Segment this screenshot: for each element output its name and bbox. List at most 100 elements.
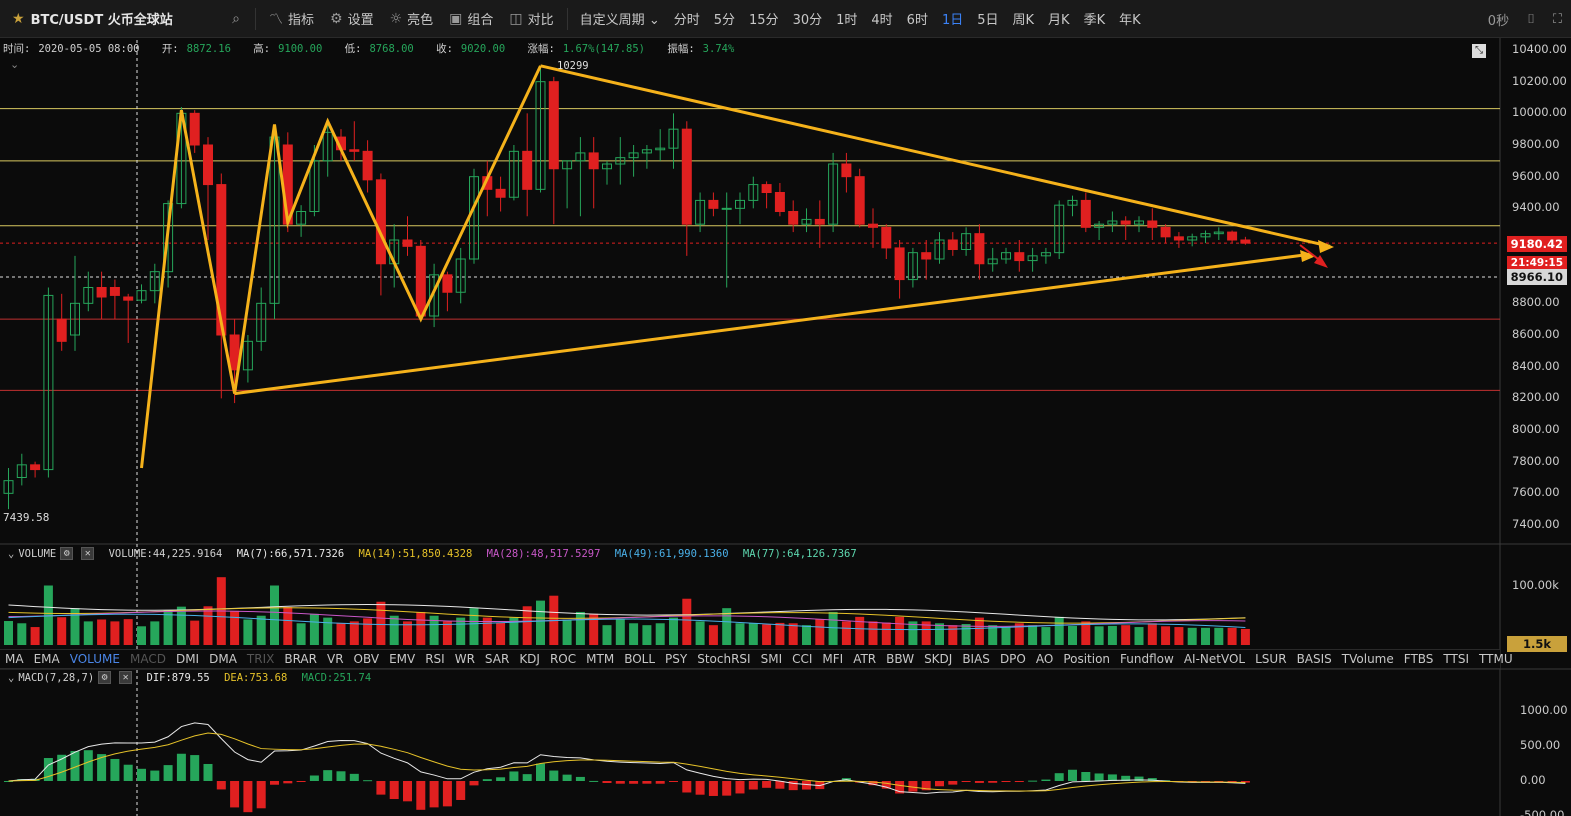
candle-body	[30, 464, 41, 471]
indicator-tab-22[interactable]: MFI	[822, 652, 844, 666]
period-tab-6[interactable]: 6时	[906, 13, 928, 28]
macd-histogram-bar	[1028, 780, 1038, 782]
indicator-tab-23[interactable]: ATR	[853, 652, 877, 666]
volume-ma77: MA(77):64,126.7367	[742, 547, 857, 560]
candle-body	[309, 160, 320, 212]
indicator-tab-34[interactable]: TVolume	[1341, 652, 1394, 666]
indicator-tab-28[interactable]: AO	[1035, 652, 1054, 666]
indicator-tab-19[interactable]: StochRSI	[697, 652, 751, 666]
indicator-tab-2[interactable]: VOLUME	[69, 652, 120, 666]
layout-button[interactable]: ▣ 组合	[441, 0, 501, 38]
candle-body	[203, 144, 213, 186]
period-tab-9[interactable]: 周K	[1012, 13, 1035, 28]
indicator-tab-11[interactable]: RSI	[425, 652, 445, 666]
indicator-button[interactable]: 〽指标	[261, 0, 322, 38]
macd-histogram-bar	[881, 781, 891, 789]
volume-bar	[243, 619, 253, 645]
indicator-tab-7[interactable]: BRAR	[284, 652, 317, 666]
indicator-tab-12[interactable]: WR	[454, 652, 475, 666]
macd-settings-icon[interactable]: ⚙	[98, 671, 112, 684]
custom-period-dropdown[interactable]: 自定义周期 ⌄	[573, 9, 667, 28]
macd-histogram-bar	[283, 781, 293, 784]
indicator-tab-35[interactable]: FTBS	[1403, 652, 1434, 666]
indicator-tab-25[interactable]: SKDJ	[924, 652, 953, 666]
indicator-tab-14[interactable]: KDJ	[519, 652, 540, 666]
theme-button[interactable]: ☼ 亮色	[382, 0, 442, 38]
indicator-tab-30[interactable]: Fundflow	[1120, 652, 1174, 666]
period-tab-3[interactable]: 30分	[792, 13, 823, 28]
indicator-tab-3[interactable]: MACD	[129, 652, 166, 666]
period-tab-2[interactable]: 15分	[749, 13, 779, 28]
indicator-tab-20[interactable]: SMI	[760, 652, 783, 666]
macd-histogram-bar	[349, 773, 359, 781]
search-icon[interactable]: ⌕	[232, 10, 240, 27]
indicator-tab-0[interactable]: MA	[5, 652, 24, 666]
favorite-star-icon[interactable]: ★	[12, 10, 25, 27]
indicator-tab-26[interactable]: BIAS	[962, 652, 990, 666]
period-tab-1[interactable]: 5分	[713, 13, 736, 28]
indicator-tab-17[interactable]: BOLL	[624, 652, 656, 666]
collapse-volume-icon[interactable]: ⌄	[8, 547, 15, 560]
candle-body	[508, 150, 519, 198]
indicator-tab-29[interactable]: Position	[1063, 652, 1111, 666]
indicator-tab-6[interactable]: TRIX	[246, 652, 275, 666]
volume-bar	[935, 623, 944, 645]
period-tab-5[interactable]: 4时	[871, 13, 893, 28]
volume-bar	[456, 617, 466, 645]
candle-body	[907, 252, 918, 281]
indicator-tab-27[interactable]: DPO	[999, 652, 1026, 666]
settings-button[interactable]: ⚙ 设置	[322, 0, 382, 38]
indicator-tab-33[interactable]: BASIS	[1296, 652, 1332, 666]
macd-histogram-bar	[163, 765, 173, 781]
indicator-tab-13[interactable]: SAR	[484, 652, 510, 666]
indicator-tab-24[interactable]: BBW	[886, 652, 915, 666]
indicator-tab-36[interactable]: TTSI	[1443, 652, 1470, 666]
indicator-tab-1[interactable]: EMA	[33, 652, 60, 666]
indicator-tab-5[interactable]: DMA	[209, 652, 237, 666]
indicator-tab-31[interactable]: AI-NetVOL	[1183, 652, 1246, 666]
period-tab-7[interactable]: 1日	[941, 13, 964, 28]
candle-body	[1014, 252, 1025, 262]
candle-body	[136, 290, 147, 301]
indicator-tab-21[interactable]: CCI	[792, 652, 813, 666]
volume-settings-icon[interactable]: ⚙	[60, 547, 74, 560]
period-tab-8[interactable]: 5日	[977, 13, 999, 28]
compare-button[interactable]: ◫ 对比	[501, 0, 561, 38]
indicator-tab-37[interactable]: TTMU	[1479, 652, 1513, 666]
volume-bar	[123, 619, 133, 645]
indicator-tab-9[interactable]: OBV	[353, 652, 380, 666]
indicator-tab-15[interactable]: ROC	[549, 652, 577, 666]
candle-body	[402, 239, 413, 247]
open-value: 8872.16	[186, 43, 231, 55]
period-tab-11[interactable]: 季K	[1083, 13, 1106, 28]
period-tab-12[interactable]: 年K	[1119, 13, 1141, 28]
volume-bar	[655, 623, 665, 645]
volume-bar	[1068, 625, 1077, 645]
fullscreen-icon[interactable]: ⛶	[1552, 11, 1562, 27]
symbol-selector[interactable]: ★ BTC/USDT 火币全球站	[0, 9, 222, 29]
macd-histogram-bar	[722, 781, 732, 796]
indicator-tab-4[interactable]: DMI	[175, 652, 200, 666]
indicator-tab-16[interactable]: MTM	[586, 652, 615, 666]
expand-icon[interactable]: ⤡	[1472, 44, 1486, 58]
period-tab-10[interactable]: 月K	[1048, 13, 1070, 28]
macd-histogram-bar	[695, 781, 705, 795]
period-tab-0[interactable]: 分时	[673, 13, 700, 28]
camera-icon[interactable]: ⌷	[1527, 11, 1535, 27]
volume-bar	[748, 623, 758, 645]
indicator-tab-18[interactable]: PSY	[665, 652, 688, 666]
volume-close-icon[interactable]: ✕	[81, 547, 95, 560]
volume-bar	[629, 623, 639, 645]
collapse-macd-icon[interactable]: ⌄	[8, 671, 15, 684]
volume-bar	[1201, 627, 1210, 645]
open-label: 开:	[161, 43, 179, 55]
indicator-tab-32[interactable]: LSUR	[1255, 652, 1287, 666]
collapse-chevron-icon[interactable]: ⌄	[10, 58, 20, 71]
amplitude-value: 3.74%	[702, 43, 735, 55]
indicator-tab-10[interactable]: EMV	[389, 652, 416, 666]
volume-bar	[722, 608, 732, 645]
macd-close-icon[interactable]: ✕	[119, 671, 133, 684]
period-tab-4[interactable]: 1时	[836, 13, 858, 28]
indicator-tab-8[interactable]: VR	[326, 652, 344, 666]
